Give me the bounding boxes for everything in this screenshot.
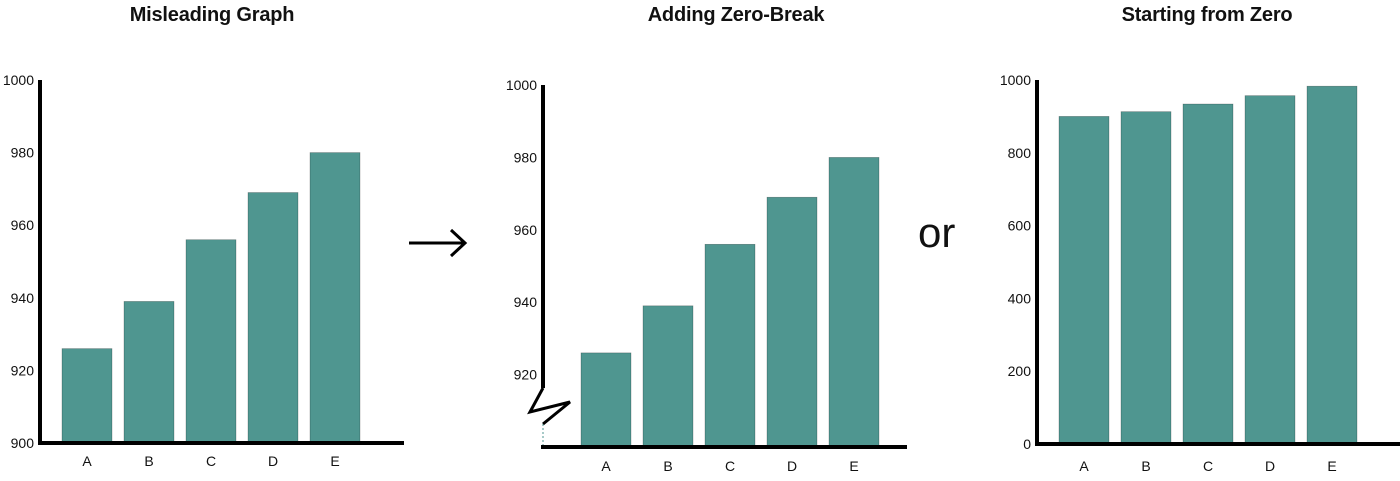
bar-2-c: [1182, 103, 1234, 445]
y-tick-label-2-200: 200: [1008, 363, 1032, 379]
bar-1-e: [828, 157, 880, 448]
y-tick-label-2-0: 0: [1023, 436, 1031, 452]
x-category-label-2-d: D: [1265, 458, 1275, 474]
y-tick-label-0-960: 960: [11, 217, 35, 233]
bar-1-c: [704, 243, 756, 448]
x-category-label-0-a: A: [82, 453, 92, 469]
bar-0-b: [123, 301, 175, 444]
y-tick-label-2-800: 800: [1008, 145, 1032, 161]
x-category-label-2-e: E: [1327, 458, 1336, 474]
x-category-label-0-e: E: [330, 453, 339, 469]
y-tick-label-0-980: 980: [11, 145, 35, 161]
x-category-label-2-c: C: [1203, 458, 1213, 474]
bar-1-b: [642, 305, 694, 448]
or-connector: or: [918, 209, 956, 256]
x-category-label-1-c: C: [725, 458, 735, 474]
y-tick-label-2-1000: 1000: [1000, 72, 1031, 88]
bar-2-d: [1244, 95, 1296, 445]
bar-1-d: [766, 196, 818, 448]
x-category-label-1-b: B: [663, 458, 672, 474]
y-tick-label-1-940: 940: [514, 294, 538, 310]
x-category-label-2-b: B: [1141, 458, 1150, 474]
x-category-label-1-e: E: [849, 458, 858, 474]
chart-title-from-zero: Starting from Zero: [1121, 4, 1293, 26]
chart-title-zero-break: Adding Zero-Break: [647, 4, 825, 26]
y-tick-label-1-960: 960: [514, 222, 538, 238]
y-tick-label-2-400: 400: [1008, 290, 1032, 306]
y-tick-label-0-940: 940: [11, 290, 35, 306]
x-category-label-0-b: B: [144, 453, 153, 469]
y-tick-label-1-980: 980: [514, 149, 538, 165]
y-tick-label-1-920: 920: [514, 367, 538, 383]
x-category-label-2-a: A: [1079, 458, 1089, 474]
y-tick-label-0-920: 920: [11, 362, 35, 378]
x-category-label-0-c: C: [206, 453, 216, 469]
x-category-label-1-d: D: [787, 458, 797, 474]
x-category-label-1-a: A: [601, 458, 611, 474]
y-tick-label-0-900: 900: [11, 435, 35, 451]
bar-0-c: [185, 239, 237, 444]
bar-2-e: [1306, 85, 1358, 445]
x-category-label-0-d: D: [268, 453, 278, 469]
bar-2-a: [1058, 116, 1110, 445]
y-tick-label-0-1000: 1000: [3, 72, 34, 88]
axis-break-mark-1: [527, 387, 571, 426]
bar-0-a: [61, 348, 113, 444]
bar-2-b: [1120, 111, 1172, 445]
bar-0-d: [247, 192, 299, 444]
arrow-head-icon: [449, 228, 468, 258]
y-tick-label-2-600: 600: [1008, 218, 1032, 234]
bar-0-e: [309, 152, 361, 444]
bar-1-a: [580, 352, 632, 448]
y-tick-label-1-1000: 1000: [506, 77, 537, 93]
chart-title-misleading: Misleading Graph: [129, 4, 295, 26]
